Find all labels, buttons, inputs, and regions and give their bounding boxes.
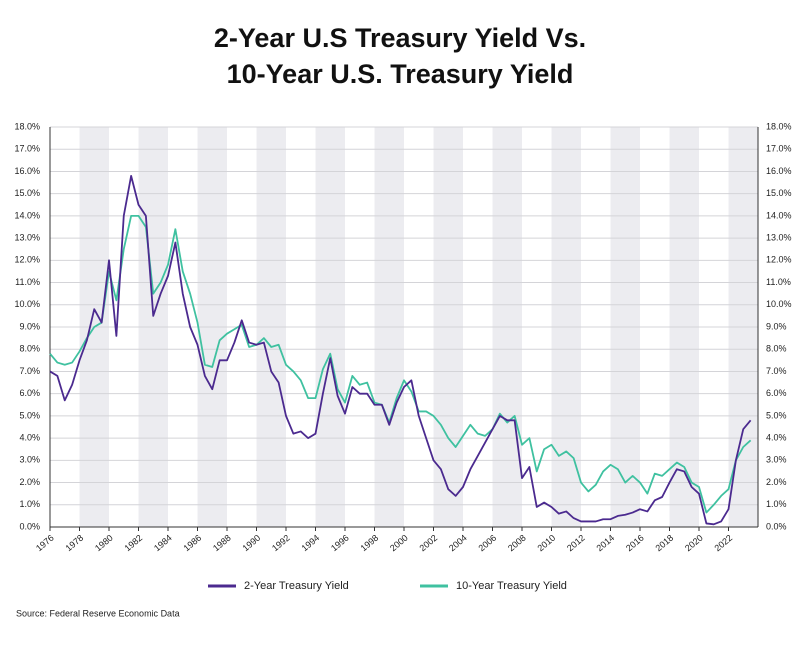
series-line [49, 214, 752, 514]
y-tick-label: 6.0% [19, 388, 40, 398]
y2-tick-label: 1.0% [766, 499, 787, 509]
y2-tick-label: 4.0% [766, 432, 787, 442]
x-tick-label: 1984 [152, 533, 174, 554]
x-tick-label: 2004 [447, 533, 469, 554]
chart-title: 2-Year U.S Treasury Yield Vs. [214, 23, 586, 53]
x-tick-label: 1986 [182, 533, 204, 554]
x-tick-label: 2008 [506, 533, 528, 554]
y-tick-label: 4.0% [19, 432, 40, 442]
legend-label: 2-Year Treasury Yield [244, 580, 349, 592]
y2-tick-label: 11.0% [766, 277, 791, 287]
series-line [49, 174, 752, 526]
x-tick-label: 2018 [654, 533, 676, 554]
x-tick-label: 2014 [595, 533, 617, 554]
y2-tick-label: 18.0% [766, 121, 792, 131]
chart-title: 10-Year U.S. Treasury Yield [227, 59, 574, 89]
y-tick-label: 7.0% [19, 366, 40, 376]
x-tick-label: 2012 [565, 533, 587, 554]
y2-tick-label: 14.0% [766, 210, 792, 220]
y-tick-label: 9.0% [19, 321, 40, 331]
legend-label: 10-Year Treasury Yield [456, 580, 567, 592]
y-tick-label: 3.0% [19, 455, 40, 465]
y2-tick-label: 3.0% [766, 455, 787, 465]
y-tick-label: 10.0% [14, 299, 40, 309]
y-tick-label: 1.0% [19, 499, 40, 509]
y-tick-label: 16.0% [14, 166, 40, 176]
x-tick-label: 1982 [123, 533, 145, 554]
y-tick-label: 8.0% [19, 344, 40, 354]
y-tick-label: 14.0% [14, 210, 40, 220]
y-tick-label: 17.0% [14, 144, 40, 154]
y-tick-label: 2.0% [19, 477, 40, 487]
y2-tick-label: 15.0% [766, 188, 792, 198]
y2-tick-label: 10.0% [766, 299, 792, 309]
x-tick-label: 2002 [418, 533, 440, 554]
y-tick-label: 15.0% [14, 188, 40, 198]
x-tick-label: 1988 [211, 533, 233, 554]
y2-tick-label: 2.0% [766, 477, 787, 487]
y2-tick-label: 13.0% [766, 232, 792, 242]
y2-tick-label: 5.0% [766, 410, 787, 420]
y2-tick-label: 17.0% [766, 144, 792, 154]
x-tick-label: 1980 [93, 533, 115, 554]
x-tick-label: 2020 [683, 533, 705, 554]
x-tick-label: 2016 [624, 533, 646, 554]
x-tick-label: 2022 [713, 533, 735, 554]
y-tick-label: 11.0% [15, 277, 40, 287]
y2-tick-label: 7.0% [766, 366, 787, 376]
y2-tick-label: 16.0% [766, 166, 792, 176]
x-tick-label: 1978 [64, 533, 86, 554]
y2-tick-label: 9.0% [766, 321, 787, 331]
x-tick-label: 1976 [34, 533, 56, 554]
y2-tick-label: 6.0% [766, 388, 787, 398]
y-tick-label: 0.0% [19, 521, 40, 531]
y-tick-label: 18.0% [14, 121, 40, 131]
x-tick-label: 2010 [536, 533, 558, 554]
x-tick-label: 2006 [477, 533, 499, 554]
x-tick-label: 1998 [359, 533, 381, 554]
source: Source: Federal Reserve Economic Data [16, 608, 180, 618]
y2-tick-label: 8.0% [766, 344, 787, 354]
y-tick-label: 12.0% [14, 255, 40, 265]
x-tick-label: 1994 [300, 533, 322, 554]
x-tick-label: 1990 [241, 533, 263, 554]
x-tick-label: 1996 [329, 533, 351, 554]
y2-tick-label: 0.0% [766, 521, 787, 531]
y-tick-label: 5.0% [19, 410, 40, 420]
y2-tick-label: 12.0% [766, 255, 792, 265]
y-tick-label: 13.0% [14, 232, 40, 242]
x-tick-label: 1992 [270, 533, 292, 554]
x-tick-label: 2000 [388, 533, 410, 554]
